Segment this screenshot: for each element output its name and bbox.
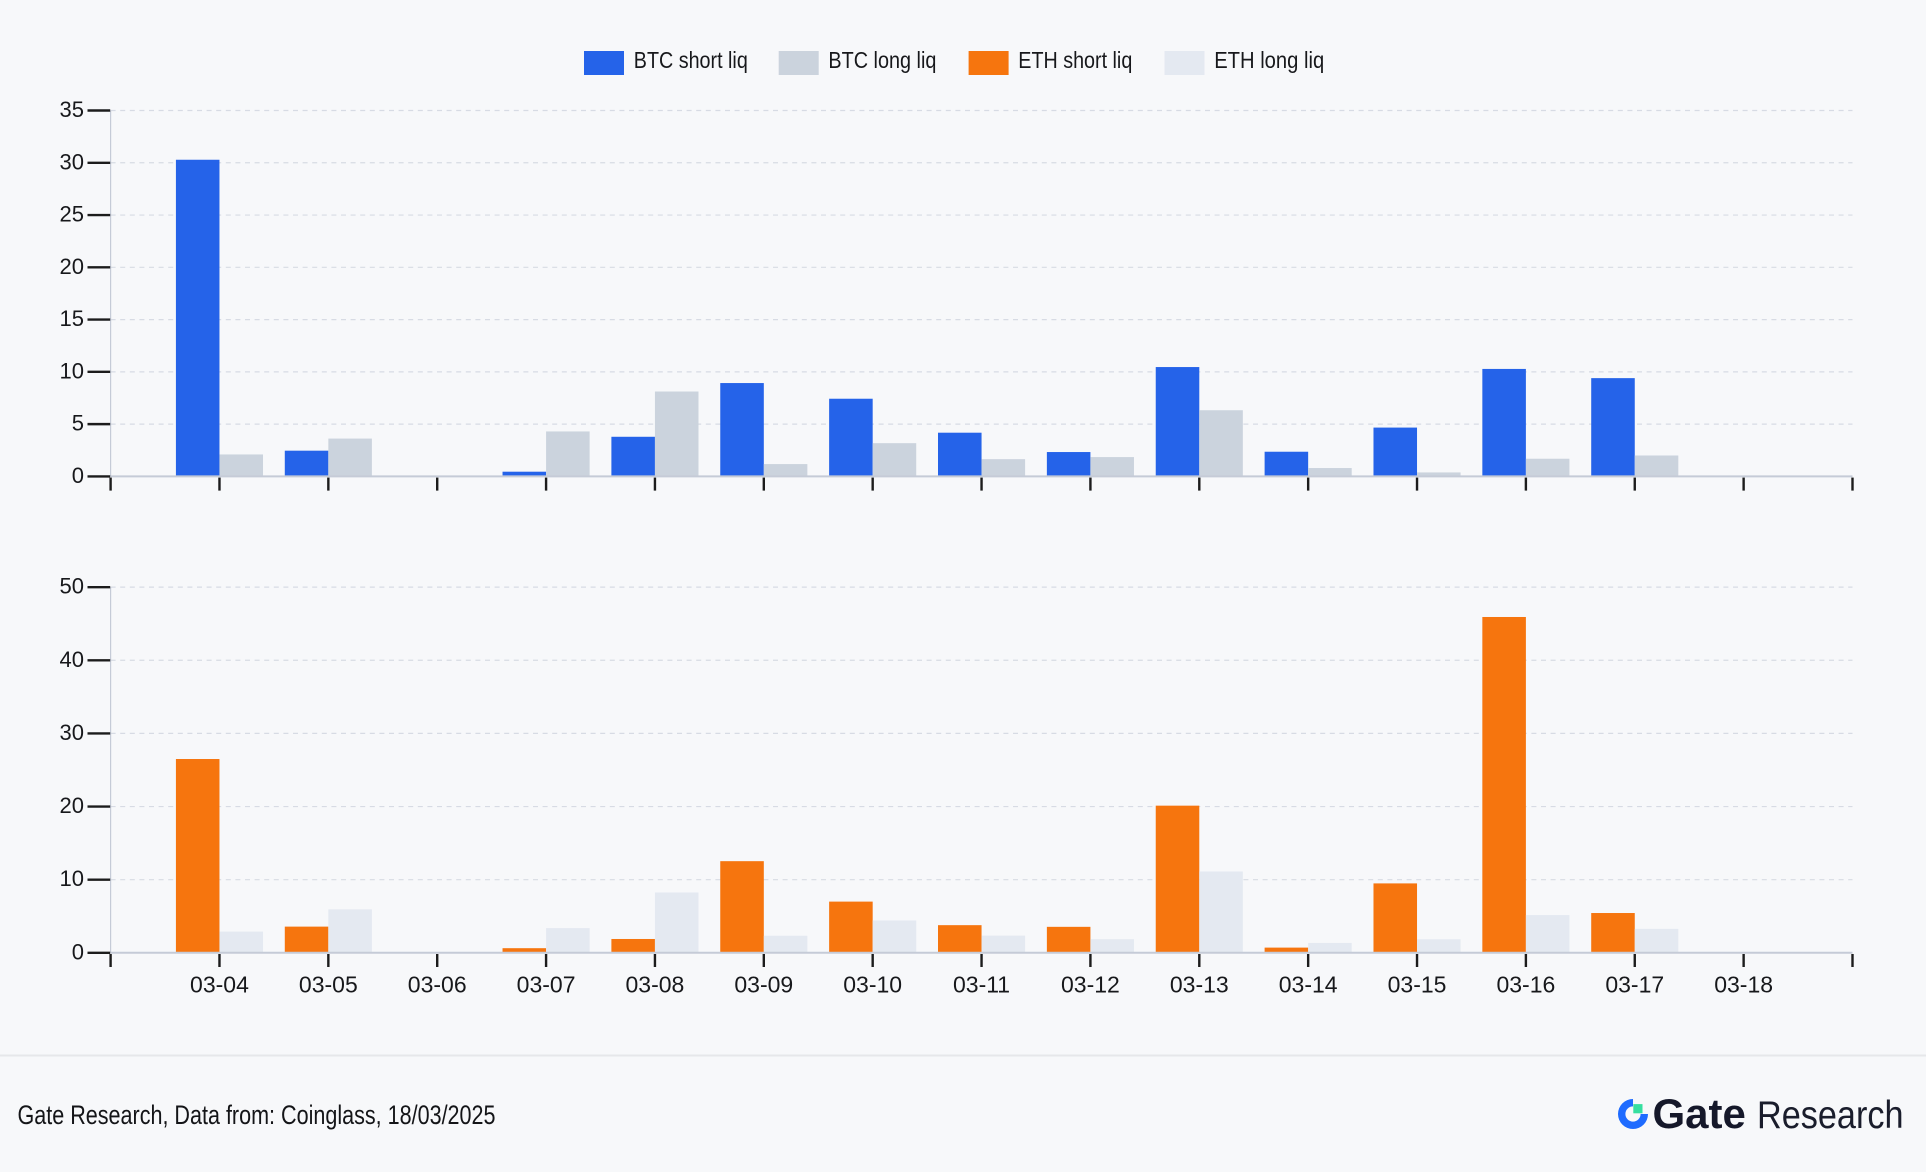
svg-text:Gate: Gate xyxy=(1653,1090,1746,1137)
svg-text:03-05: 03-05 xyxy=(299,972,358,998)
svg-text:0: 0 xyxy=(72,939,84,964)
svg-text:03-11: 03-11 xyxy=(953,972,1010,998)
svg-text:30: 30 xyxy=(60,149,84,174)
svg-text:40: 40 xyxy=(60,647,84,672)
svg-text:50: 50 xyxy=(60,574,84,599)
svg-text:03-13: 03-13 xyxy=(1170,972,1229,998)
svg-text:ETH short liq: ETH short liq xyxy=(1018,47,1132,73)
svg-text:03-15: 03-15 xyxy=(1388,972,1447,998)
svg-text:0: 0 xyxy=(72,463,84,488)
svg-text:20: 20 xyxy=(60,254,84,279)
svg-text:BTC long liq: BTC long liq xyxy=(828,47,936,73)
svg-text:03-04: 03-04 xyxy=(190,972,249,998)
svg-text:03-07: 03-07 xyxy=(517,972,576,998)
svg-text:30: 30 xyxy=(60,720,84,745)
svg-text:03-14: 03-14 xyxy=(1279,972,1338,998)
svg-text:35: 35 xyxy=(60,97,84,122)
svg-text:BTC short liq: BTC short liq xyxy=(634,47,748,73)
svg-text:25: 25 xyxy=(60,202,84,227)
svg-text:ETH long liq: ETH long liq xyxy=(1214,47,1324,73)
svg-text:03-08: 03-08 xyxy=(626,972,685,998)
svg-text:03-12: 03-12 xyxy=(1061,972,1120,998)
svg-text:Research: Research xyxy=(1757,1094,1904,1137)
svg-text:03-06: 03-06 xyxy=(408,972,467,998)
svg-text:03-10: 03-10 xyxy=(843,972,902,998)
svg-text:Gate Research, Data from: Coin: Gate Research, Data from: Coinglass, 18/… xyxy=(18,1100,496,1130)
svg-text:10: 10 xyxy=(60,866,84,891)
svg-text:03-16: 03-16 xyxy=(1496,972,1555,998)
svg-text:5: 5 xyxy=(72,411,84,436)
svg-text:10: 10 xyxy=(60,358,84,383)
svg-text:03-17: 03-17 xyxy=(1605,972,1664,998)
svg-text:03-18: 03-18 xyxy=(1714,972,1773,998)
svg-text:15: 15 xyxy=(60,306,84,331)
svg-text:20: 20 xyxy=(60,793,84,818)
svg-text:03-09: 03-09 xyxy=(734,972,793,998)
